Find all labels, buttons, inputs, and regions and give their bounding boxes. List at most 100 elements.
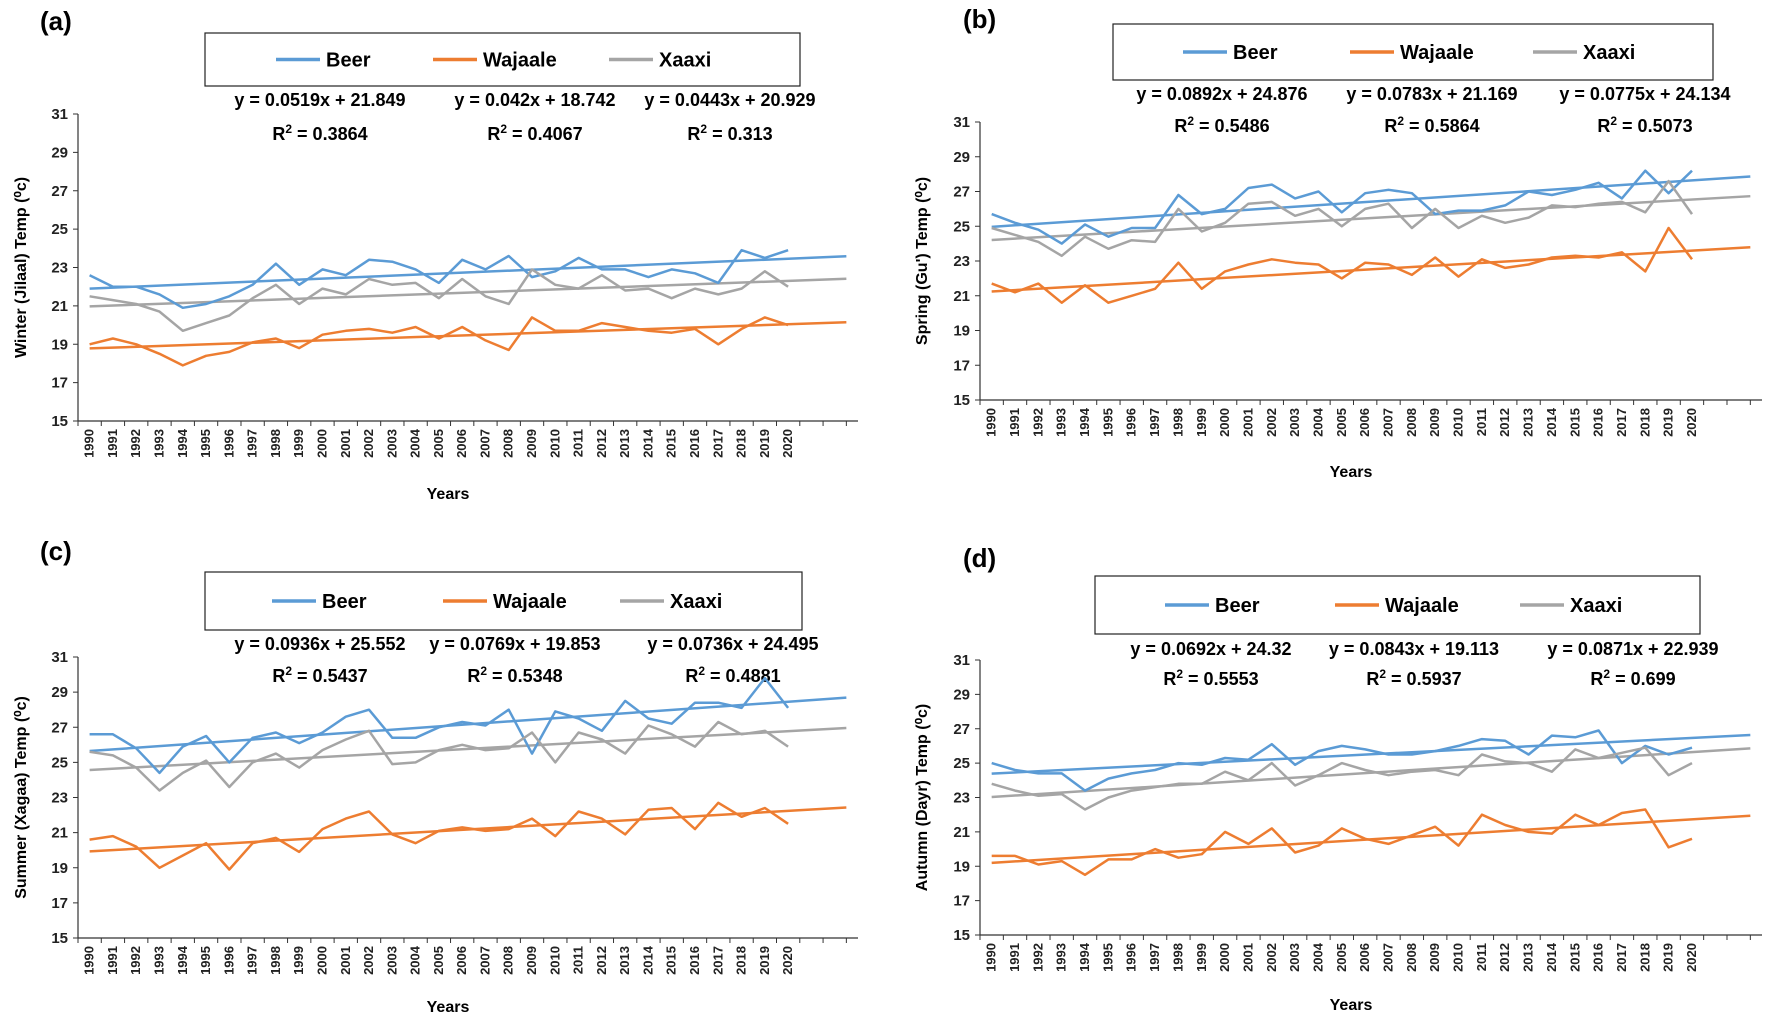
- trend-r2: R2 = 0.4067: [487, 122, 582, 144]
- x-tick-label: 2005: [431, 429, 446, 458]
- x-tick-label: 2019: [1661, 943, 1676, 972]
- x-tick-label: 1990: [984, 408, 999, 437]
- x-tick-label: 2003: [1287, 943, 1302, 972]
- trend-equation: y = 0.0769x + 19.853: [429, 634, 600, 654]
- x-tick-label: 2014: [1544, 942, 1559, 972]
- x-tick-label: 2014: [640, 428, 655, 458]
- legend-box: [1094, 575, 1701, 635]
- x-tick-label: 1995: [198, 946, 213, 975]
- chart-panel-a: (a) Beer Wajaale Xaaxi y = 0.0519x + 21.849 R…: [13, 6, 858, 503]
- y-tick-label: 23: [51, 260, 68, 277]
- legend-label-beer: Beer: [326, 50, 371, 72]
- x-tick-label: 1995: [1100, 408, 1115, 437]
- trend-r2: R2 = 0.5437: [272, 664, 367, 686]
- trend-r2: R2 = 0.5348: [467, 664, 562, 686]
- x-tick-label: 2019: [1661, 408, 1676, 437]
- trend-equation: y = 0.042x + 18.742: [454, 90, 615, 110]
- x-tick-label: 1990: [82, 946, 97, 975]
- trend-equation: y = 0.0519x + 21.849: [234, 90, 405, 110]
- x-tick-label: 1991: [1007, 943, 1022, 972]
- series-line-wajaale: [89, 316, 789, 367]
- x-axis-title: Years: [1330, 997, 1373, 1014]
- trendline-xaaxi: [89, 726, 847, 772]
- x-tick-label: 1991: [1007, 408, 1022, 437]
- x-tick-label: 1991: [105, 429, 120, 458]
- x-tick-label: 2010: [1451, 943, 1466, 972]
- x-tick-label: 2008: [1404, 408, 1419, 437]
- x-tick-label: 2002: [1264, 408, 1279, 437]
- y-tick-label: 27: [51, 183, 68, 200]
- x-tick-label: 2004: [1310, 407, 1325, 437]
- x-tick-label: 2008: [501, 429, 516, 458]
- trend-r2: R2 = 0.5864: [1384, 114, 1479, 136]
- x-tick-label: 2000: [314, 429, 329, 458]
- x-tick-label: 2004: [1310, 942, 1325, 972]
- legend-label-xaaxi: Xaaxi: [670, 591, 722, 613]
- x-tick-label: 2010: [547, 946, 562, 975]
- y-tick-label: 31: [51, 649, 68, 666]
- x-tick-label: 2001: [1240, 408, 1255, 437]
- x-tick-label: 2012: [1497, 943, 1512, 972]
- x-tick-label: 2017: [710, 946, 725, 975]
- x-tick-label: 2016: [687, 429, 702, 458]
- y-tick-label: 19: [51, 336, 68, 353]
- y-tick-label: 31: [953, 652, 970, 669]
- x-tick-label: 1992: [1030, 408, 1045, 437]
- x-tick-label: 2018: [1637, 943, 1652, 972]
- legend-label-xaaxi: Xaaxi: [1583, 42, 1635, 64]
- y-tick-label: 15: [953, 927, 970, 944]
- y-tick-label: 25: [953, 755, 970, 772]
- y-tick-label: 17: [51, 375, 68, 392]
- x-tick-label: 1993: [151, 429, 166, 458]
- y-tick-label: 19: [953, 858, 970, 875]
- series-line-xaaxi: [89, 720, 789, 792]
- trend-equation: y = 0.0692x + 24.32: [1130, 639, 1291, 659]
- legend-label-wajaale: Wajaale: [483, 50, 557, 72]
- trend-r2: R2 = 0.313: [687, 122, 772, 144]
- x-tick-label: 2006: [454, 946, 469, 975]
- x-tick-label: 1990: [82, 429, 97, 458]
- panel-label: (d): [963, 543, 996, 573]
- x-axis-title: Years: [427, 999, 470, 1016]
- legend-label-beer: Beer: [322, 591, 367, 613]
- trend-equation: y = 0.0936x + 25.552: [234, 634, 405, 654]
- trend-r2: R2 = 0.4881: [685, 664, 780, 686]
- y-tick-label: 17: [953, 357, 970, 374]
- y-tick-label: 19: [51, 860, 68, 877]
- x-tick-label: 1994: [1077, 942, 1092, 972]
- x-tick-label: 2016: [1591, 943, 1606, 972]
- x-tick-label: 2009: [524, 429, 539, 458]
- x-tick-label: 2009: [1427, 943, 1442, 972]
- x-tick-label: 2019: [757, 429, 772, 458]
- x-tick-label: 2018: [1637, 408, 1652, 437]
- x-tick-label: 2009: [524, 946, 539, 975]
- x-tick-label: 2012: [1497, 408, 1512, 437]
- x-tick-label: 1998: [268, 429, 283, 458]
- x-tick-label: 1993: [1054, 943, 1069, 972]
- x-tick-label: 1993: [151, 946, 166, 975]
- x-tick-label: 2004: [408, 945, 423, 975]
- legend-label-beer: Beer: [1215, 595, 1260, 617]
- series-line-wajaale: [991, 226, 1694, 304]
- x-tick-label: 2002: [361, 946, 376, 975]
- x-tick-label: 2011: [1474, 408, 1489, 436]
- series-line-xaaxi: [991, 179, 1694, 258]
- series-line-xaaxi: [89, 268, 789, 333]
- trend-r2: R2 = 0.5073: [1597, 114, 1692, 136]
- trendline-beer: [89, 696, 847, 753]
- x-tick-label: 1992: [128, 429, 143, 458]
- x-tick-label: 2005: [1334, 408, 1349, 437]
- x-tick-label: 2006: [454, 429, 469, 458]
- trendline-wajaale: [89, 320, 847, 350]
- x-tick-label: 2016: [687, 946, 702, 975]
- trendline-beer: [991, 175, 1751, 229]
- chart-panel-b: (b) Beer Wajaale Xaaxi y = 0.0892x + 24.876 R…: [914, 4, 1762, 481]
- trend-equation: y = 0.0783x + 21.169: [1346, 84, 1517, 104]
- x-tick-label: 2009: [1427, 408, 1442, 437]
- trendline-xaaxi: [991, 747, 1751, 799]
- y-tick-label: 15: [51, 413, 68, 430]
- x-tick-label: 2008: [1404, 943, 1419, 972]
- y-tick-label: 29: [953, 686, 970, 703]
- x-tick-label: 2003: [384, 429, 399, 458]
